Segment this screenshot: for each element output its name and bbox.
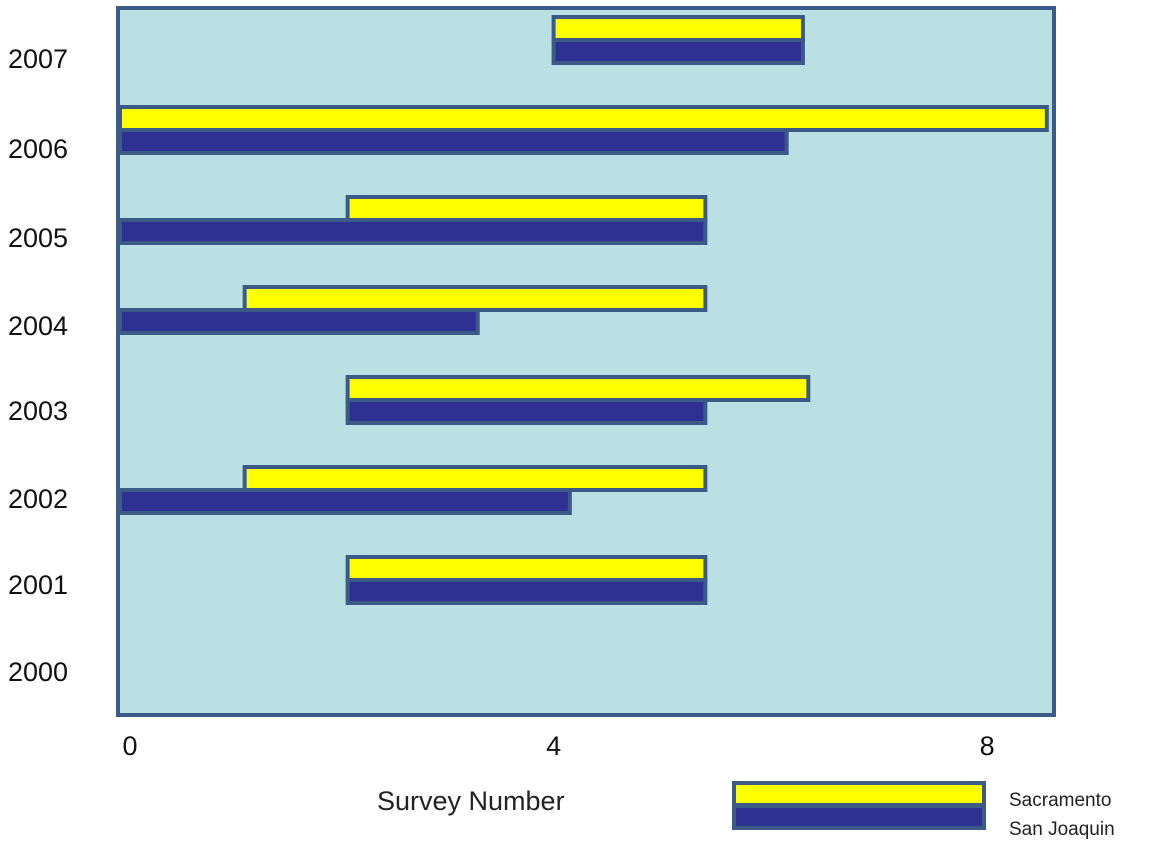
legend-label-san-joaquin: San Joaquin xyxy=(1009,819,1115,840)
y-tick-label-2002: 2002 xyxy=(8,484,69,514)
bar-san-joaquin-2004.5 xyxy=(118,308,480,335)
bar-sacramento-2005.5 xyxy=(345,195,708,222)
bar-sacramento-2001.5 xyxy=(345,555,708,582)
legend-swatch-sacramento xyxy=(732,781,986,807)
y-tick-label-2000: 2000 xyxy=(8,657,69,687)
bar-san-joaquin-2003.5 xyxy=(345,398,708,425)
y-tick-label-2007: 2007 xyxy=(8,44,69,74)
y-tick-label-2006: 2006 xyxy=(8,134,69,164)
bar-san-joaquin-2001.5 xyxy=(345,578,708,605)
legend-swatch xyxy=(732,781,986,830)
x-tick-label-8: 8 xyxy=(979,731,995,761)
bar-sacramento-2007.5 xyxy=(551,15,805,42)
bar-san-joaquin-2006.5 xyxy=(118,128,789,155)
y-tick-label-2001: 2001 xyxy=(8,570,69,600)
x-tick-label-4: 4 xyxy=(546,731,562,761)
bar-san-joaquin-2005.5 xyxy=(118,218,708,245)
y-tick-label-2004: 2004 xyxy=(8,311,69,341)
bar-sacramento-2003.5 xyxy=(345,375,811,402)
legend-label-sacramento: Sacramento xyxy=(1009,790,1112,811)
x-tick-label-0: 0 xyxy=(122,731,138,761)
x-axis-label: Survey Number xyxy=(377,786,565,816)
y-tick-label-2003: 2003 xyxy=(8,396,69,426)
legend-swatch-san-joaquin xyxy=(732,804,986,830)
bar-sacramento-2006.5 xyxy=(118,105,1049,132)
bar-san-joaquin-2002.5 xyxy=(118,488,572,515)
bar-san-joaquin-2007.5 xyxy=(551,38,805,65)
bar-sacramento-2004.5 xyxy=(242,285,708,312)
y-tick-label-2005: 2005 xyxy=(8,223,69,253)
plot-frame xyxy=(116,6,1056,717)
bar-sacramento-2002.5 xyxy=(242,465,708,492)
